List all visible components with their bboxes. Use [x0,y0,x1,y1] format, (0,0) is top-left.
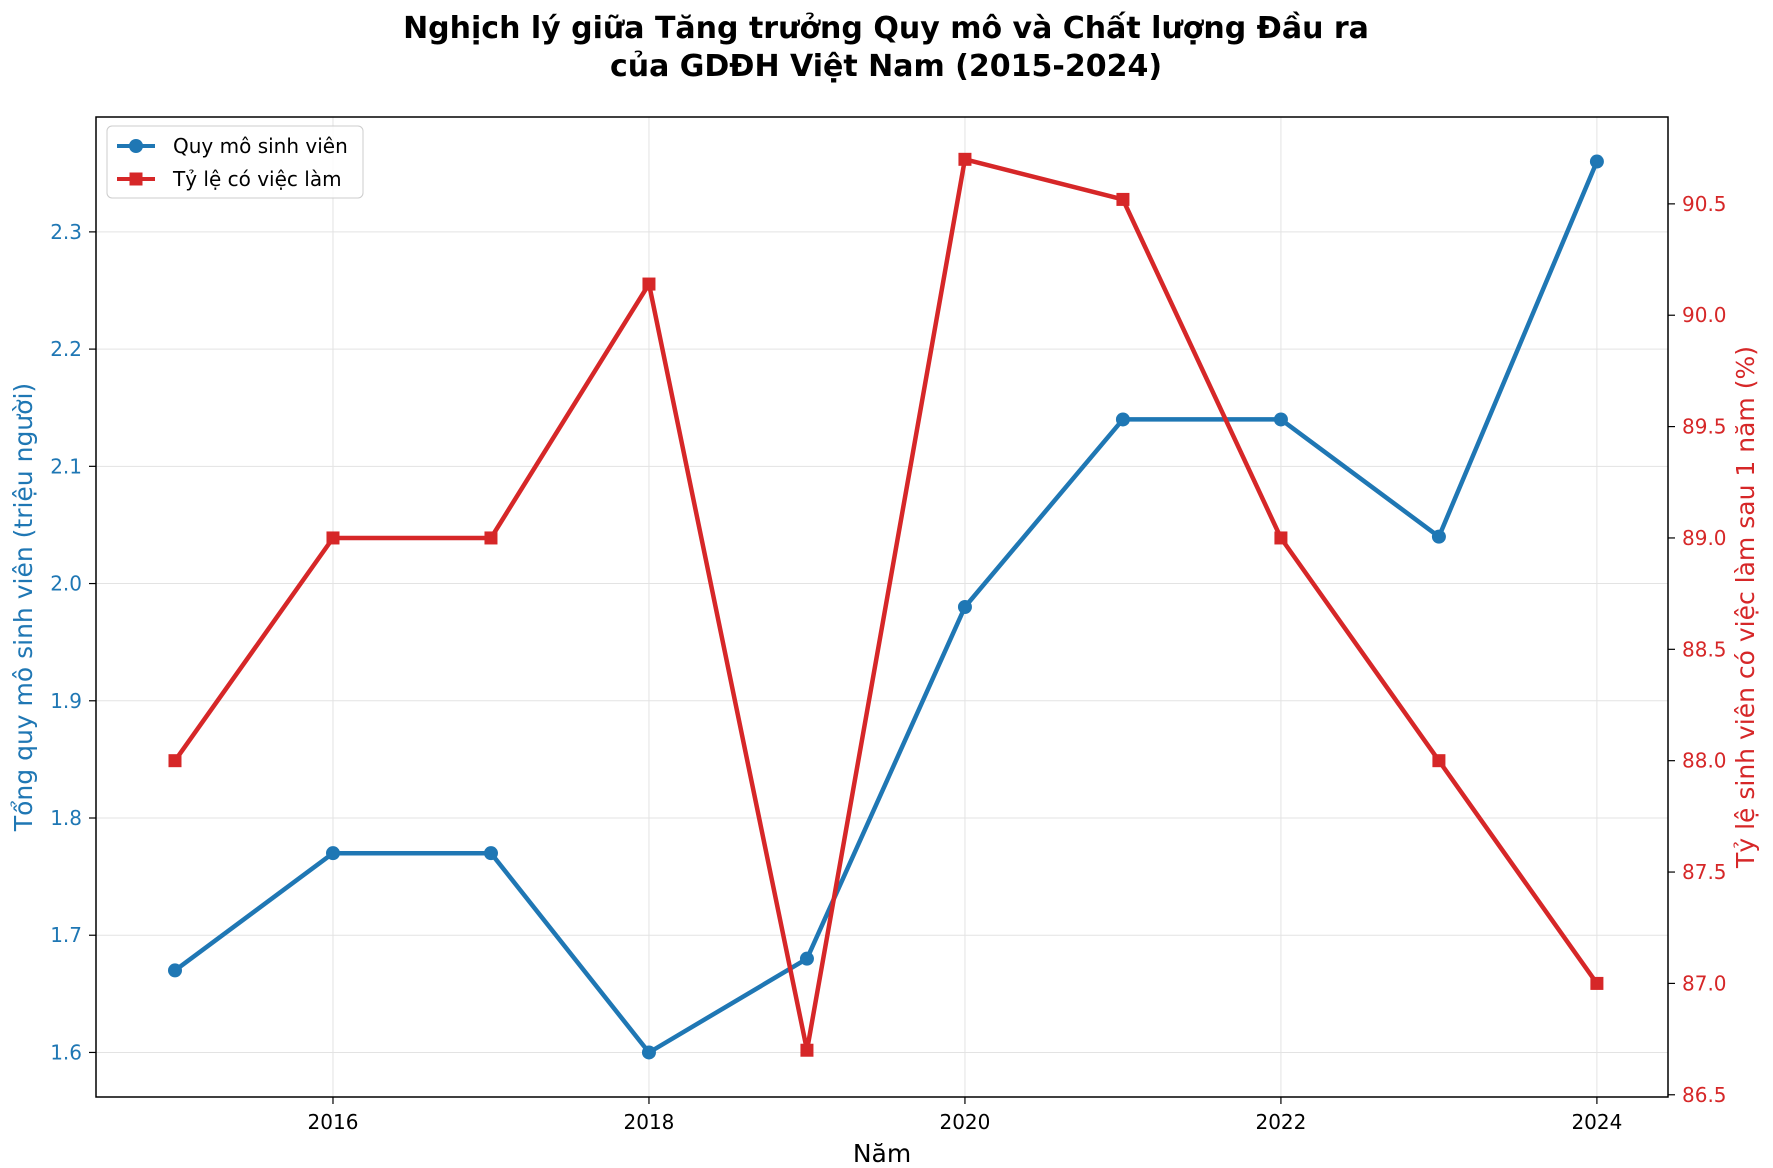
legend-label-series-1: Quy mô sinh viên [173,134,348,158]
y-tick-label-right: 89.0 [1682,526,1727,550]
series-line-2 [173,157,1599,1053]
y-tick-label-left: 1.8 [50,806,82,830]
y-tick-label-right: 87.0 [1682,971,1727,995]
data-point-series-2 [642,277,656,291]
y-tick-label-right: 86.5 [1682,1083,1727,1107]
y-tick-label-left: 2.3 [50,220,82,244]
data-point-series-1 [957,600,972,614]
chart-title-line-1: Nghịch lý giữa Tăng trưởng Quy mô và Chấ… [403,11,1369,46]
data-point-series-1 [641,1045,656,1060]
y-tick-label-right: 90.5 [1682,192,1727,216]
legend: Quy mô sinh viên Tỷ lệ có việc làm [106,125,364,199]
y-tick-label-left: 1.7 [50,923,82,947]
data-point-series-1 [799,951,814,966]
data-point-series-1 [483,846,498,861]
y-tick-label-left: 2.2 [50,337,82,361]
y-tick-label-left: 1.6 [50,1040,82,1064]
chart-title-line-2: của GDĐH Việt Nam (2015-2024) [610,49,1162,84]
legend-box [106,125,364,199]
legend-label-series-2: Tỷ lệ có việc làm [172,167,342,191]
y-tick-label-right: 89.5 [1682,415,1727,439]
x-tick-label: 2022 [1255,1110,1306,1134]
data-point-series-2 [326,531,340,545]
x-tick-label: 2024 [1571,1110,1622,1134]
legend-marker-square [129,172,143,186]
data-point-series-2 [1274,531,1288,545]
data-point-series-2 [1116,192,1130,206]
y-tick-label-left: 2.0 [50,572,82,596]
legend-marker-circle [129,139,143,153]
data-point-series-2 [168,754,182,768]
data-point-series-1 [1273,412,1288,427]
y-tick-label-left: 1.9 [50,689,82,713]
y-tick-label-right: 88.0 [1682,749,1727,773]
data-point-series-2 [484,531,498,545]
data-point-series-1 [1589,154,1604,169]
y-axis-left-label: Tổng quy mô sinh viên (triệu người) [9,383,38,832]
y-tick-label-left: 2.1 [50,454,82,478]
data-point-series-1 [325,846,340,861]
data-point-series-1 [1115,412,1130,427]
grid [96,117,1668,1097]
data-point-series-2 [800,1043,814,1057]
y-axis-right-label: Tỷ lệ sinh viên có việc làm sau 1 năm (%… [1731,346,1760,869]
data-point-series-2 [958,152,972,166]
series-layer [167,152,1604,1060]
y-tick-label-right: 87.5 [1682,860,1727,884]
y-tick-label-right: 90.0 [1682,303,1727,327]
axes: 2016 2018 2020 2022 2024 1.6 1.7 1.8 1.9 2.0 2.1 2.… [50,192,1726,1134]
x-axis-label: Năm [853,1139,911,1168]
data-point-series-1 [1431,529,1446,544]
series-line-1 [173,160,1599,1055]
x-tick-label: 2018 [624,1110,675,1134]
y-tick-label-right: 88.5 [1682,637,1727,661]
data-point-series-2 [1432,754,1446,768]
x-tick-label: 2020 [939,1110,990,1134]
plot-frame [95,116,1669,1098]
data-point-series-1 [167,963,182,978]
x-tick-label: 2016 [308,1110,359,1134]
data-point-series-2 [1590,976,1604,990]
